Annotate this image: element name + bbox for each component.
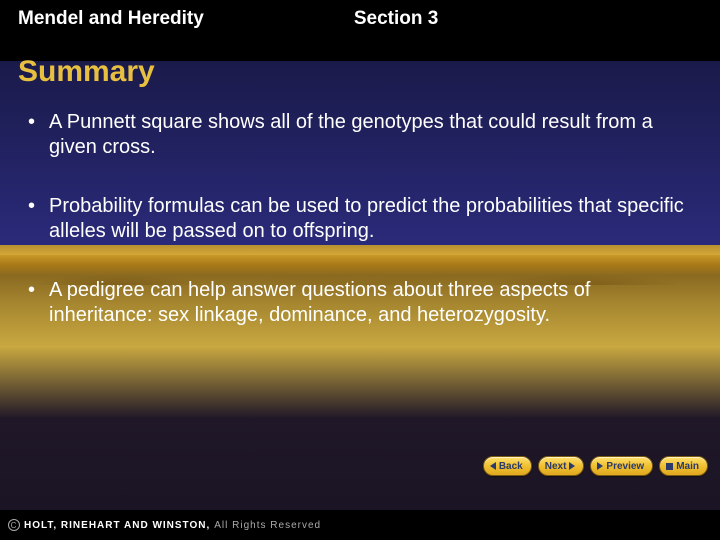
bullet-dot: • (28, 278, 35, 328)
slide-background: Mendel and Heredity Section 3 Summary • … (0, 0, 720, 510)
next-icon (569, 462, 575, 470)
next-button[interactable]: Next (538, 456, 585, 476)
back-icon (490, 462, 496, 470)
copyright: C HOLT, RINEHART AND WINSTON, All Rights… (8, 519, 321, 531)
back-label: Back (499, 461, 523, 472)
main-icon (666, 463, 673, 470)
bullet-item: • A Punnett square shows all of the geno… (28, 110, 690, 160)
bullet-text: Probability formulas can be used to pred… (49, 194, 690, 244)
page-title: Summary (18, 55, 155, 89)
main-label: Main (676, 461, 699, 472)
bullet-item: • Probability formulas can be used to pr… (28, 194, 690, 244)
nav-bar: Back Next Preview Main (483, 456, 708, 476)
content-area: • A Punnett square shows all of the geno… (28, 110, 690, 362)
chapter-title: Mendel and Heredity (18, 8, 204, 30)
copyright-icon: C (8, 519, 20, 531)
section-label: Section 3 (354, 8, 438, 30)
preview-button[interactable]: Preview (590, 456, 653, 476)
rights-text: All Rights Reserved (214, 520, 321, 531)
bullet-dot: • (28, 194, 35, 244)
bullet-item: • A pedigree can help answer questions a… (28, 278, 690, 328)
preview-label: Preview (606, 461, 644, 472)
footer-bar: C HOLT, RINEHART AND WINSTON, All Rights… (0, 510, 720, 540)
slide-header: Mendel and Heredity Section 3 (0, 8, 720, 30)
publisher-name: HOLT, RINEHART AND WINSTON, (24, 520, 210, 531)
next-label: Next (545, 461, 567, 472)
back-button[interactable]: Back (483, 456, 532, 476)
bullet-text: A Punnett square shows all of the genoty… (49, 110, 690, 160)
preview-icon (597, 462, 603, 470)
main-button[interactable]: Main (659, 456, 708, 476)
bullet-text: A pedigree can help answer questions abo… (49, 278, 690, 328)
bullet-dot: • (28, 110, 35, 160)
